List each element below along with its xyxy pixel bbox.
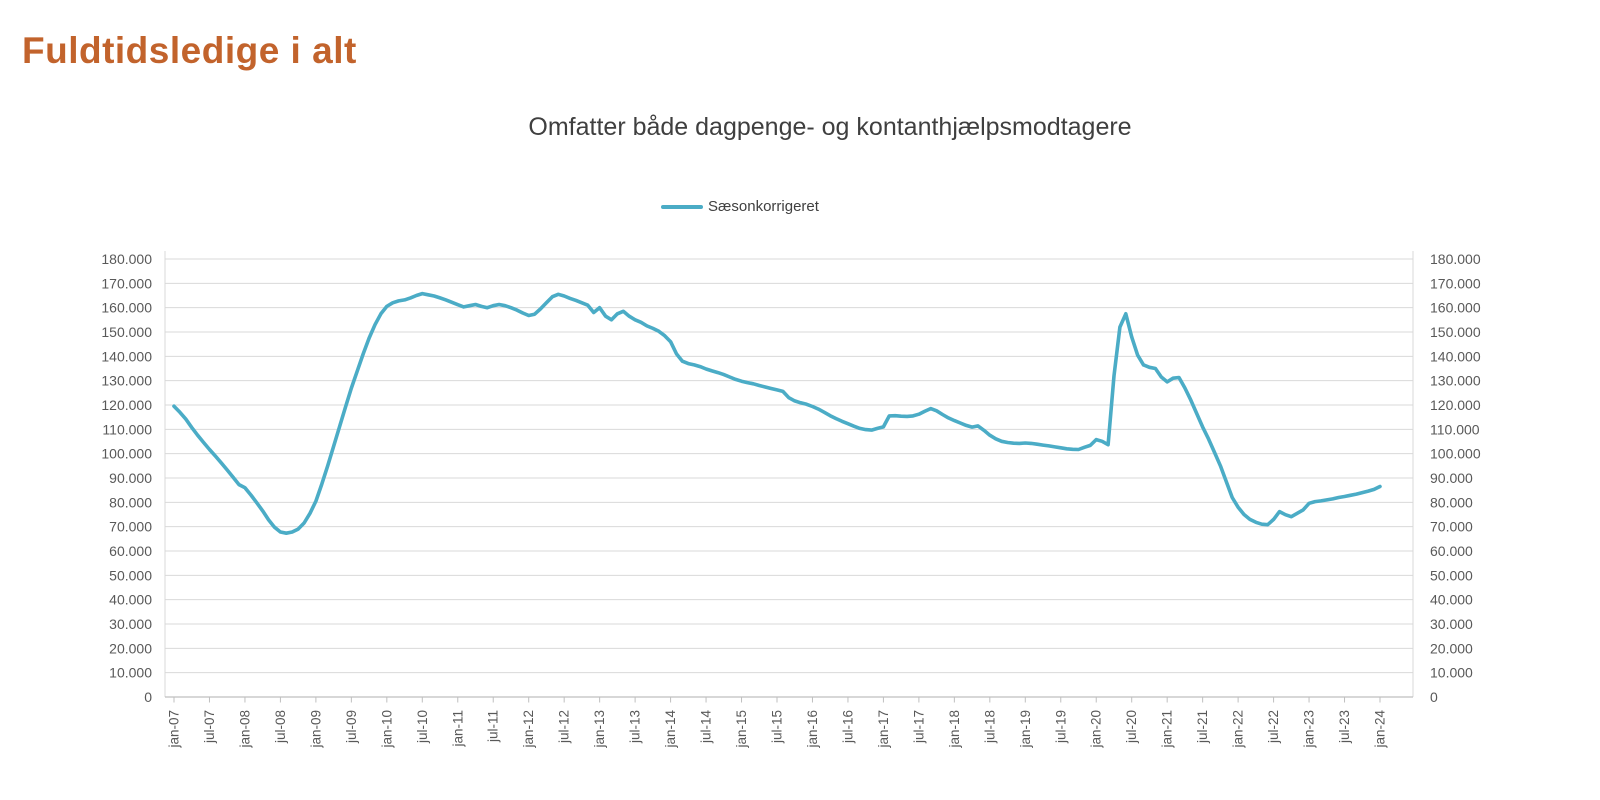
x-axis-label: jan-19 [1018, 710, 1033, 749]
y-axis-label-right: 90.000 [1430, 470, 1473, 486]
y-axis-label-left: 140.000 [101, 348, 152, 364]
y-axis-label-left: 20.000 [109, 640, 152, 656]
gridlines [164, 251, 1414, 697]
x-axis-label: jan-24 [1373, 710, 1388, 749]
y-axis-label-left: 150.000 [101, 324, 152, 340]
y-axis-label-left: 50.000 [109, 567, 152, 583]
x-axis-label: jul-22 [1266, 710, 1281, 744]
y-axis-label-left: 60.000 [109, 543, 152, 559]
x-axis-label: jan-16 [805, 710, 820, 749]
y-axis-label-left: 160.000 [101, 300, 152, 316]
y-axis-label-left: 110.000 [102, 421, 152, 437]
y-axis-label-left: 30.000 [109, 616, 152, 632]
chart-legend: Sæsonkorrigeret [0, 198, 1480, 215]
x-axis-label: jul-07 [202, 710, 217, 744]
y-axis-label-left: 180.000 [101, 251, 152, 267]
y-axis-label-right: 70.000 [1430, 519, 1473, 535]
y-axis-label-right: 110.000 [1430, 421, 1480, 437]
chart-title: Omfatter både dagpenge- og kontanthjælps… [528, 113, 1132, 141]
x-axis-label: jan-13 [592, 710, 607, 749]
y-axis-label-right: 160.000 [1430, 300, 1481, 316]
x-axis-label: jul-12 [557, 710, 572, 744]
x-axis-label: jul-10 [415, 710, 430, 744]
y-axis-label-right: 80.000 [1430, 494, 1473, 510]
x-axis-label: jan-14 [663, 710, 678, 749]
x-axis-label: jan-22 [1231, 710, 1246, 749]
y-axis-label-right: 170.000 [1430, 275, 1481, 291]
y-axis-label-left: 80.000 [109, 494, 152, 510]
axes [165, 696, 1413, 703]
x-axis-label: jan-17 [876, 710, 891, 749]
legend-line-swatch [661, 204, 704, 209]
x-axis-label: jan-23 [1302, 710, 1317, 749]
x-axis-label: jul-08 [273, 710, 288, 744]
x-axis-label: jul-21 [1195, 710, 1210, 744]
x-axis-label: jan-08 [237, 710, 252, 749]
y-axis-label-right: 20.000 [1430, 640, 1473, 656]
x-axis-label: jul-17 [911, 710, 926, 744]
series-line-saesonkorrigeret [172, 291, 1382, 536]
y-axis-label-right: 120.000 [1430, 397, 1481, 413]
x-axis-label: jan-09 [308, 710, 323, 749]
axis-labels: 0 0 10.000 10.000 20.000 20.000 30.000 30.000 40… [101, 251, 1480, 749]
y-axis-label-right: 180.000 [1430, 251, 1481, 267]
y-axis-label-left: 130.000 [101, 373, 152, 389]
y-axis-label-right: 100.000 [1430, 446, 1481, 462]
x-axis-label: jan-07 [167, 710, 182, 749]
y-axis-label-left: 100.000 [101, 446, 152, 462]
x-axis-label: jan-12 [521, 710, 536, 749]
y-axis-label-right: 130.000 [1430, 373, 1481, 389]
y-axis-label-right: 0 [1430, 689, 1438, 705]
y-axis-label-left: 10.000 [109, 665, 152, 681]
x-axis-label: jan-10 [379, 710, 394, 749]
x-axis-label: jul-19 [1053, 710, 1068, 744]
x-axis-label: jul-11 [486, 710, 501, 743]
y-axis-label-left: 40.000 [109, 592, 152, 608]
y-axis-label-right: 60.000 [1430, 543, 1473, 559]
x-axis-label: jul-14 [699, 710, 714, 745]
x-axis-label: jul-16 [840, 710, 855, 744]
y-axis-label-left: 70.000 [109, 519, 152, 535]
x-axis-label: jul-20 [1124, 710, 1139, 744]
x-axis-label: jan-18 [947, 710, 962, 749]
y-axis-label-right: 30.000 [1430, 616, 1473, 632]
y-axis-label-left: 90.000 [109, 470, 152, 486]
legend-series-label: Sæsonkorrigeret [708, 198, 819, 215]
x-axis-label: jul-09 [344, 710, 359, 744]
page-title: Fuldtidsledige i alt [22, 30, 357, 71]
y-axis-label-left: 170.000 [101, 275, 152, 291]
x-axis-label: jul-23 [1337, 710, 1352, 744]
y-axis-label-left: 120.000 [101, 397, 152, 413]
x-axis-label: jul-18 [982, 710, 997, 744]
y-axis-label-left: 0 [144, 689, 152, 705]
y-axis-label-right: 150.000 [1430, 324, 1481, 340]
x-axis-label: jul-13 [628, 710, 643, 744]
y-axis-label-right: 50.000 [1430, 567, 1473, 583]
x-axis-label: jan-20 [1089, 710, 1104, 749]
y-axis-label-right: 40.000 [1430, 592, 1473, 608]
x-axis-label: jan-21 [1160, 710, 1175, 749]
y-axis-label-right: 10.000 [1430, 665, 1473, 681]
x-axis-label: jan-11 [450, 710, 465, 748]
y-axis-label-right: 140.000 [1430, 348, 1481, 364]
x-axis-label: jul-15 [770, 710, 785, 744]
x-axis-label: jan-15 [734, 710, 749, 749]
